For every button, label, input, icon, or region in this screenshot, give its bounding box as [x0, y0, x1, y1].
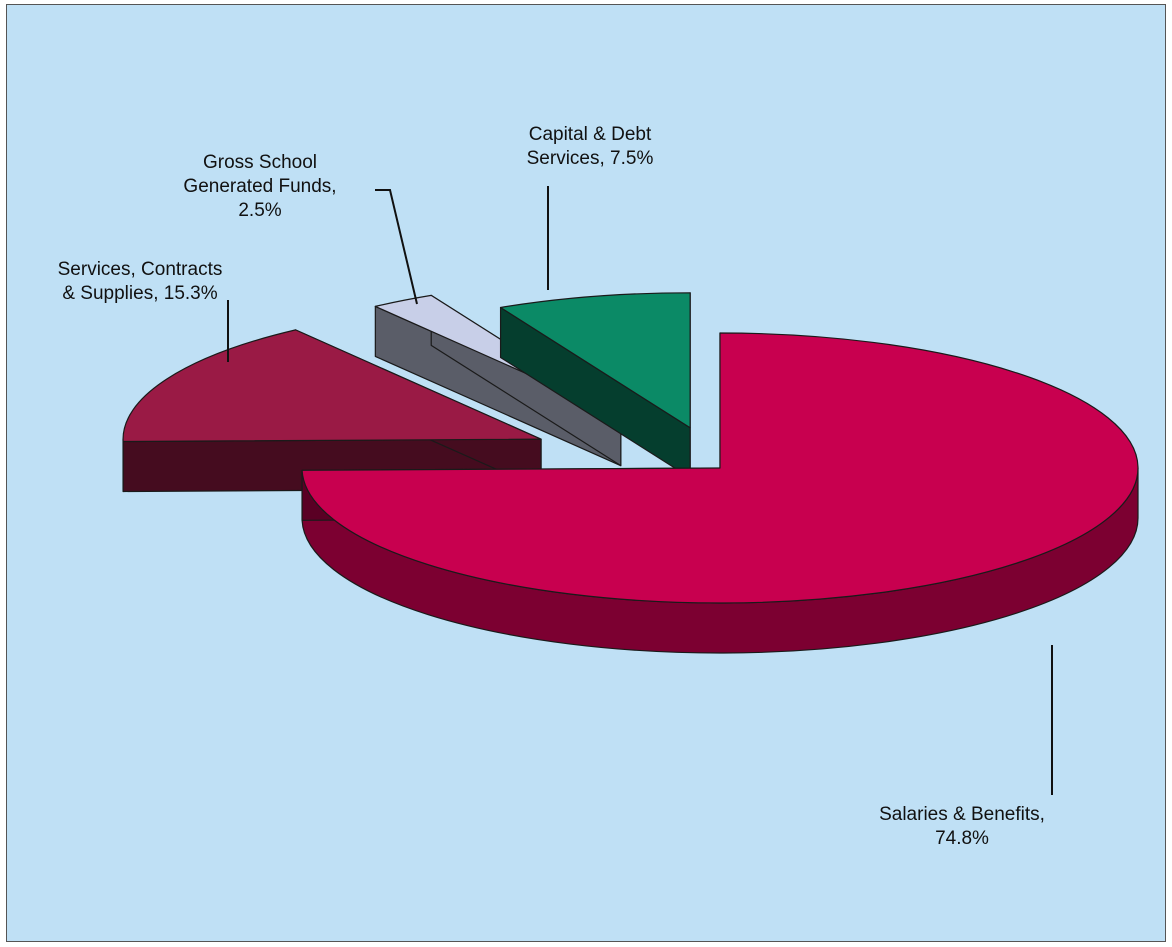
slice-label-line: Generated Funds, [183, 176, 336, 197]
label-services-contracts-supplies: Services, Contracts & Supplies, 15.3% [58, 259, 229, 362]
slice-label-line: Gross School [203, 152, 317, 173]
slice-label-line: Capital & Debt [529, 124, 652, 145]
slice-salaries-benefits [301, 332, 1139, 654]
slice-capital-debt-services [499, 292, 691, 479]
slice-label-line: 74.8% [935, 828, 989, 849]
slice-label-line: 2.5% [238, 200, 281, 221]
label-gross-school-generated-funds: Gross School Generated Funds, 2.5% [183, 152, 418, 305]
slice-label-line: Salaries & Benefits, [879, 804, 1045, 825]
slice-label-line: & Supplies, 15.3% [62, 283, 217, 304]
label-capital-debt-services: Capital & Debt Services, 7.5% [527, 124, 654, 290]
slice-top [499, 292, 691, 429]
label-salaries-benefits: Salaries & Benefits, 74.8% [879, 645, 1053, 849]
slice-label-line: Services, Contracts [58, 259, 223, 280]
slice-top [301, 332, 1139, 604]
leader-line [375, 189, 418, 305]
slice-label-line: Services, 7.5% [527, 148, 654, 169]
